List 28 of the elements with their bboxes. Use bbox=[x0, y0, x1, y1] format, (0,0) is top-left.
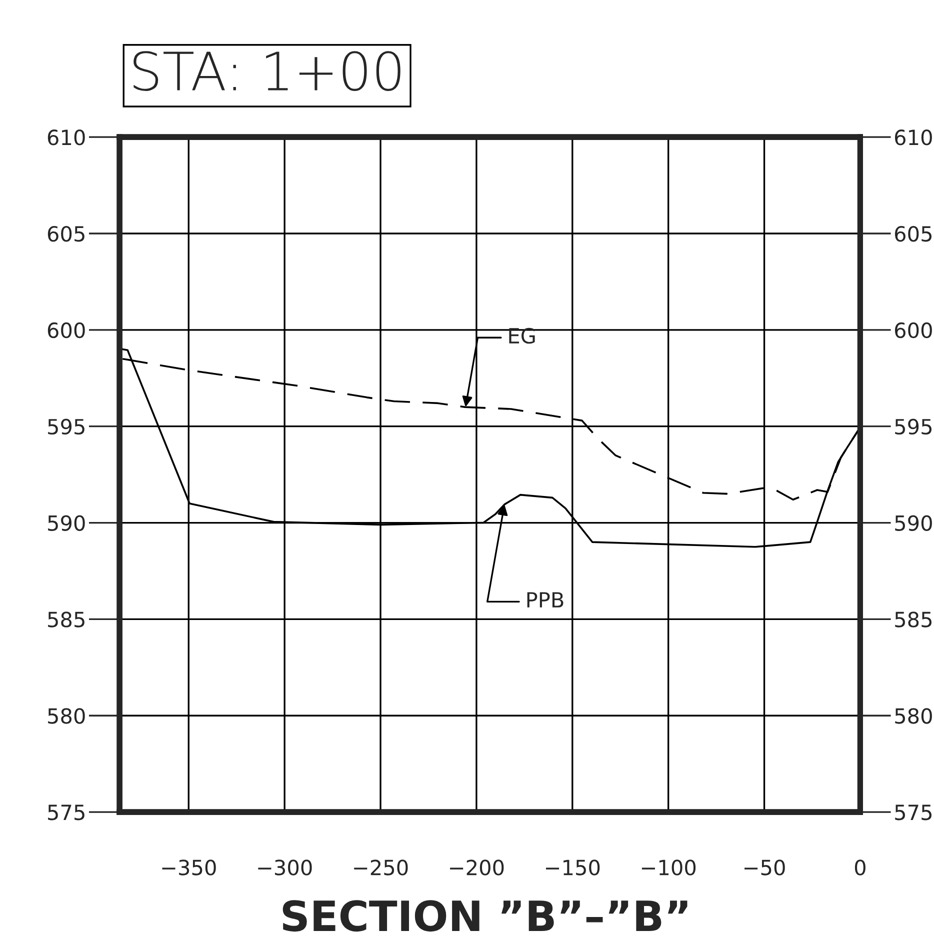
y-tick-label: 610 bbox=[48, 130, 85, 146]
chart-title: STA: 1+00 bbox=[134, 51, 400, 92]
x-tick-label: −250 bbox=[354, 860, 408, 876]
annotation: EG bbox=[509, 328, 535, 344]
y-tick-label: 585 bbox=[48, 612, 84, 628]
y-tick-label: 595 bbox=[48, 418, 84, 435]
x-tick-label: 0 bbox=[854, 860, 866, 876]
y-tick-label: 580 bbox=[48, 708, 85, 724]
y2-tick-label: 575 bbox=[895, 804, 932, 820]
x-tick-label: −100 bbox=[642, 860, 696, 876]
y2-tick-label: 610 bbox=[895, 130, 932, 146]
y2-tick-label: 595 bbox=[895, 418, 932, 435]
x-tick-label: −150 bbox=[546, 860, 600, 876]
x-tick-label: −200 bbox=[450, 860, 504, 876]
y2-tick-label: 605 bbox=[895, 226, 932, 242]
y2-tick-label: 600 bbox=[895, 322, 932, 338]
annotation: PPB bbox=[527, 592, 564, 608]
y-tick-label: 600 bbox=[48, 322, 85, 338]
x-tick-label: −350 bbox=[162, 860, 216, 876]
x-tick-label: −300 bbox=[258, 860, 312, 876]
y2-tick-label: 580 bbox=[895, 708, 932, 724]
y-tick-label: 590 bbox=[48, 515, 85, 531]
x-axis-title: SECTION ”B”–”B” bbox=[282, 900, 688, 932]
y2-tick-label: 590 bbox=[895, 515, 932, 531]
y2-tick-label: 585 bbox=[895, 612, 932, 628]
y-tick-label: 575 bbox=[48, 804, 84, 820]
x-tick-label: −50 bbox=[744, 860, 785, 876]
y-tick-label: 605 bbox=[48, 226, 84, 242]
